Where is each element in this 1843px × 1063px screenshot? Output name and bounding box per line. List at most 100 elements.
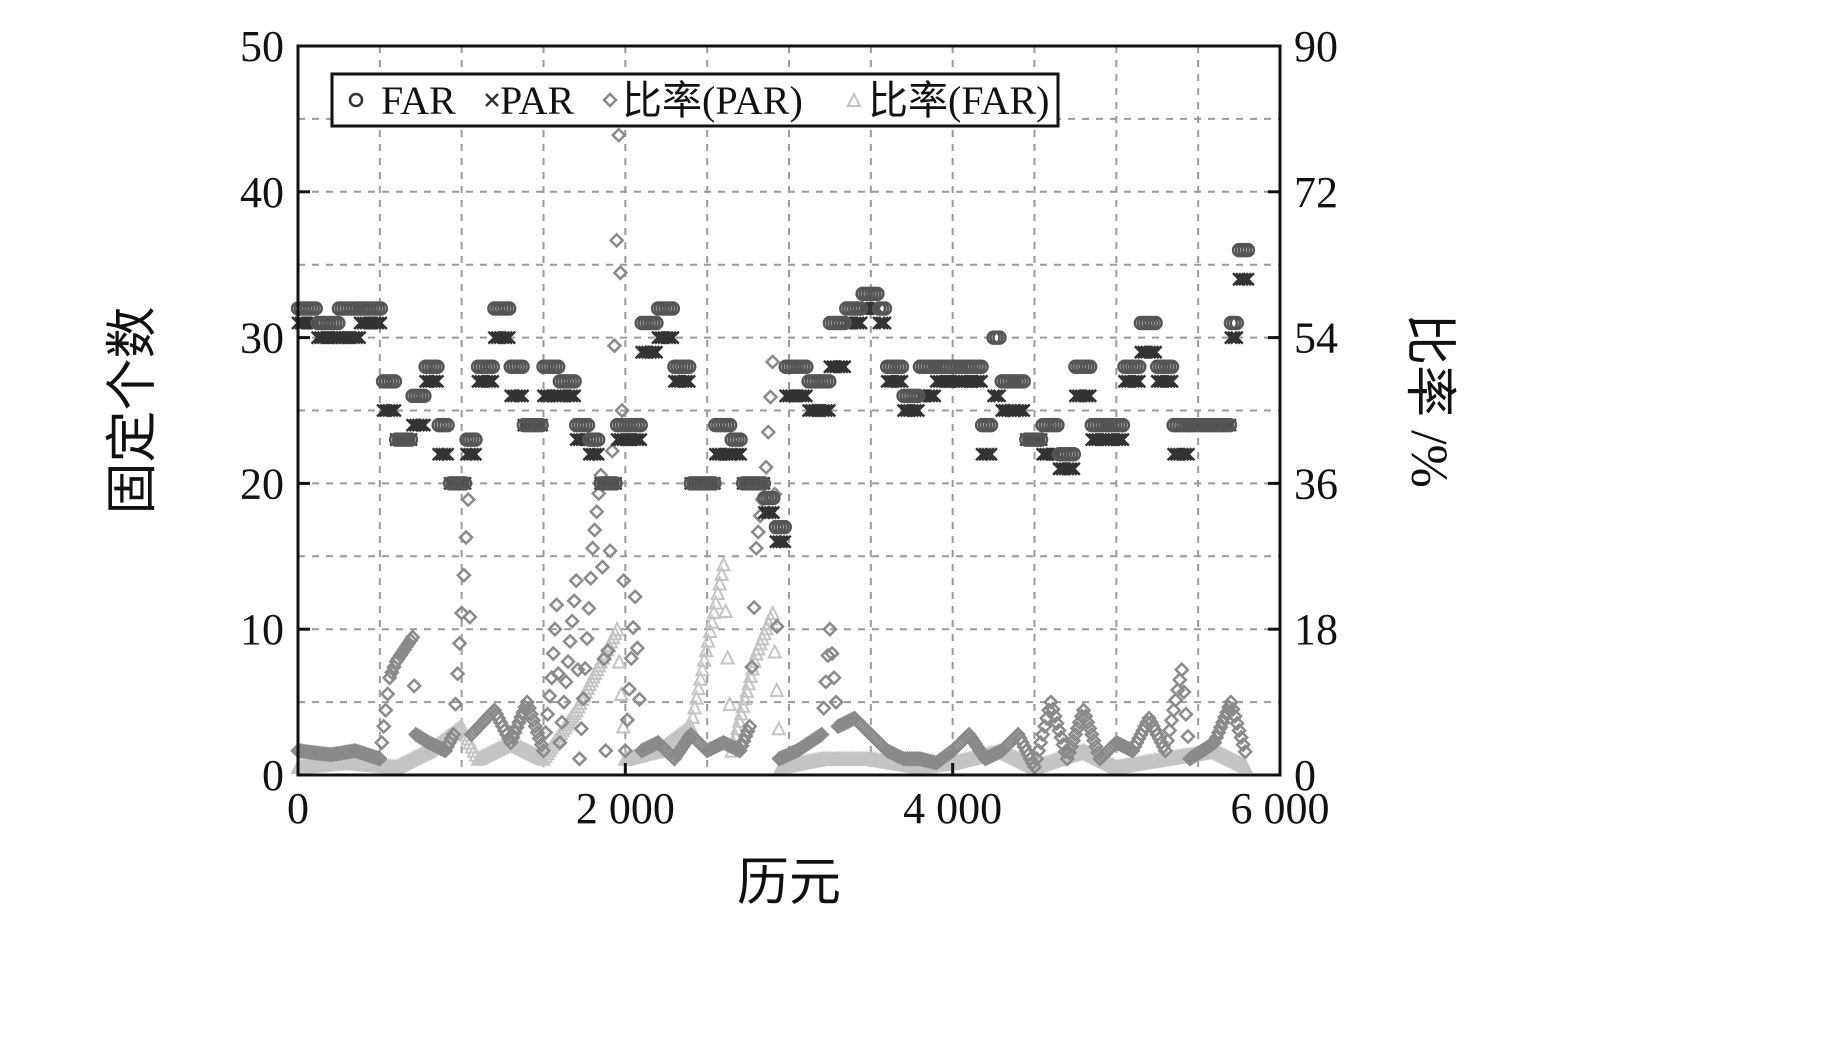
ratio-par-point bbox=[458, 529, 474, 546]
y-left-tick-label: 50 bbox=[240, 22, 284, 71]
far-point bbox=[733, 432, 748, 447]
par-point bbox=[411, 418, 426, 432]
par-point bbox=[437, 447, 452, 462]
ratio-par-point bbox=[571, 751, 588, 767]
ratio-par-point bbox=[1071, 714, 1088, 731]
par-point bbox=[370, 316, 385, 330]
par-point bbox=[1083, 389, 1098, 403]
par-point bbox=[1148, 345, 1163, 360]
ratio-par-point bbox=[447, 696, 464, 712]
par-point bbox=[665, 330, 680, 345]
data-points bbox=[290, 127, 1256, 775]
x-axis-label: 历元 bbox=[737, 855, 841, 912]
ratio-far-point bbox=[694, 660, 710, 677]
ratio-par-point bbox=[611, 127, 627, 143]
par-point bbox=[927, 389, 942, 403]
far-point bbox=[766, 490, 781, 506]
par-point bbox=[485, 374, 500, 389]
par-point bbox=[834, 359, 849, 374]
par-point bbox=[895, 374, 909, 389]
ratio-par-point bbox=[552, 734, 568, 751]
par-point bbox=[1165, 374, 1179, 389]
ratio-par-point bbox=[623, 650, 639, 667]
par-point bbox=[978, 447, 992, 462]
ratio-par-point bbox=[556, 694, 572, 710]
y-right-tick-label: 72 bbox=[1294, 168, 1338, 217]
par-point bbox=[796, 389, 811, 403]
par-point bbox=[848, 316, 863, 330]
ratio-par-point bbox=[597, 742, 614, 759]
far-point bbox=[590, 432, 606, 447]
y-right-tick-label: 54 bbox=[1294, 314, 1338, 363]
ratio-par-point bbox=[604, 443, 621, 459]
ratio-par-point bbox=[750, 524, 766, 540]
par-point bbox=[385, 403, 399, 418]
ratio-par-point bbox=[519, 694, 535, 710]
par-point bbox=[1178, 447, 1193, 462]
par-point bbox=[388, 403, 402, 418]
ratio-par-point bbox=[627, 589, 643, 605]
ratio-far-point bbox=[715, 556, 732, 572]
par-point bbox=[1061, 461, 1075, 476]
far-point bbox=[1164, 359, 1180, 375]
far-point bbox=[799, 359, 814, 375]
ratio-par-point bbox=[1024, 755, 1041, 771]
par-point bbox=[774, 534, 789, 549]
ratio-par-point bbox=[608, 232, 625, 249]
par-point bbox=[440, 447, 455, 462]
ratio-par-point bbox=[1077, 708, 1094, 725]
par-point bbox=[1010, 403, 1025, 418]
par-point bbox=[1226, 330, 1241, 345]
ratio-par-point bbox=[1088, 738, 1104, 755]
ratio-far-point bbox=[690, 680, 707, 696]
ratio-par-point bbox=[744, 659, 760, 675]
ratio-par-point bbox=[537, 724, 554, 741]
ratio-far-point bbox=[712, 575, 728, 591]
ratio-far-point bbox=[1237, 757, 1253, 773]
ratio-par-point bbox=[443, 730, 460, 747]
par-point bbox=[854, 316, 868, 330]
par-point bbox=[1063, 461, 1078, 476]
par-point bbox=[630, 432, 645, 447]
y-left-tick-label: 20 bbox=[240, 459, 284, 508]
par-point bbox=[1229, 330, 1244, 345]
ratio-par-point bbox=[588, 503, 605, 520]
ratio-far-point bbox=[696, 651, 712, 667]
ratio-par-point bbox=[762, 389, 779, 405]
ratio-par-point bbox=[816, 700, 832, 716]
ratio-par-point bbox=[600, 643, 616, 659]
legend-box bbox=[330, 72, 1060, 128]
far-point bbox=[911, 388, 926, 404]
par-point bbox=[819, 403, 834, 418]
par-point bbox=[682, 374, 697, 389]
ratio-par-point bbox=[566, 593, 582, 609]
par-point bbox=[482, 374, 497, 389]
par-point bbox=[567, 389, 582, 403]
legend-marker-triangle bbox=[846, 91, 862, 107]
ratio-par-point bbox=[621, 681, 638, 697]
y-right-tick-label: 18 bbox=[1294, 605, 1338, 654]
par-point bbox=[496, 330, 511, 345]
par-point bbox=[1126, 374, 1141, 389]
par-point bbox=[561, 389, 576, 403]
ratio-par-point bbox=[558, 674, 574, 690]
ratio-far-point bbox=[688, 689, 705, 705]
ratio-par-point bbox=[579, 630, 595, 647]
legend-label: PAR bbox=[500, 78, 574, 123]
ratio-par-point bbox=[748, 540, 765, 556]
far-point bbox=[707, 476, 722, 491]
par-point bbox=[974, 374, 989, 389]
ratio-far-point bbox=[735, 697, 751, 713]
ratio-far-point bbox=[706, 603, 722, 620]
series-diamond bbox=[290, 127, 1253, 775]
ratio-par-point bbox=[560, 653, 576, 670]
far-point bbox=[1148, 315, 1163, 331]
ratio-par-point bbox=[1231, 722, 1247, 739]
par-point bbox=[831, 359, 846, 374]
ratio-par-point bbox=[1169, 682, 1186, 698]
ratio-par-point bbox=[451, 635, 468, 652]
ratio-par-point bbox=[539, 706, 556, 723]
ratio-par-point bbox=[1043, 694, 1059, 710]
ratio-par-point bbox=[406, 678, 422, 694]
